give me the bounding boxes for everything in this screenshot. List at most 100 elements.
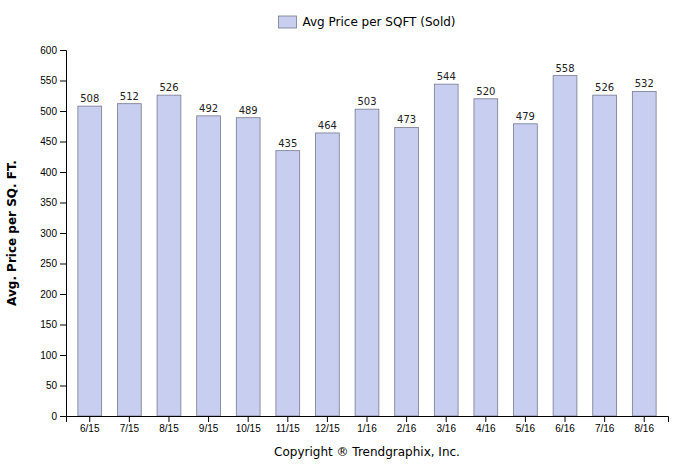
legend-item: Avg Price per SQFT (Sold) [278,15,455,29]
bar [78,106,102,416]
tick-mark [287,416,288,422]
data-label: 526 [159,82,178,93]
data-label: 464 [318,120,337,131]
tick-mark [367,416,368,422]
bar [316,133,340,416]
tick-mark [129,416,130,422]
y-axis-title: Avg. Price per SQ. FT. [5,160,19,306]
bar [553,76,577,416]
tick-mark [446,416,447,422]
tick: 10/15 [236,416,261,434]
legend-swatch [278,16,296,28]
tick: 6/15 [80,416,100,434]
tick-label: 4/16 [476,423,496,434]
tick-label: 100 [40,350,57,361]
bar [197,116,221,416]
tick-label: 3/16 [436,423,456,434]
data-label: 479 [516,111,535,122]
data-label: 532 [635,78,654,89]
tick: 6/16 [555,416,575,434]
tick: 2/16 [397,416,417,434]
tick-mark [168,416,169,422]
tick: 9/15 [199,416,219,434]
tick: 50 [46,380,66,391]
tick: 600 [40,45,66,56]
tick-mark [60,294,66,295]
x-axis: 6/15 7/15 8/15 9/15 10/15 11/15 12/15 1/16 2/16 3… [67,416,669,434]
tick: 550 [40,75,66,86]
tick: 100 [40,350,66,361]
bar [434,84,458,416]
data-labels: 5085125264924894354645034735445204795585… [80,63,654,149]
axis-line [67,417,669,423]
tick: 1/16 [357,416,377,434]
plot-area: 0501001502002503003504004505005506006/15… [40,45,668,434]
tick-mark [604,416,605,422]
tick-mark [485,416,486,422]
tick-mark [60,81,66,82]
tick-mark [60,142,66,143]
tick: 8/15 [159,416,179,434]
tick-label: 7/16 [595,423,615,434]
tick-label: 11/15 [276,423,301,434]
tick-label: 6/15 [80,423,100,434]
tick-label: 50 [46,380,58,391]
tick-label: 600 [40,45,57,56]
bar [117,104,141,416]
tick-mark [644,416,645,422]
data-label: 558 [555,63,574,74]
tick-label: 0 [51,411,57,422]
axis-line [60,51,67,417]
x-axis-title: Copyright ® Trendgraphix, Inc. [274,445,460,459]
tick-label: 550 [40,75,57,86]
bar [593,95,617,416]
tick-mark [60,172,66,173]
tick: 11/15 [276,416,301,434]
data-label: 512 [120,91,139,102]
data-label: 544 [437,71,456,82]
tick: 300 [40,228,66,239]
tick: 0 [51,411,66,422]
chart: 0501001502002503003504004505005506006/15… [0,0,688,468]
tick: 4/16 [476,416,496,434]
tick: 5/16 [516,416,536,434]
tick: 500 [40,106,66,117]
tick-mark [60,203,66,204]
legend-label: Avg Price per SQFT (Sold) [302,15,455,29]
tick-mark [406,416,407,422]
tick-label: 350 [40,197,57,208]
tick-mark [60,416,66,417]
bar [395,127,419,416]
tick-label: 1/16 [357,423,377,434]
tick-label: 7/15 [120,423,140,434]
tick: 200 [40,289,66,300]
tick-label: 400 [40,167,57,178]
tick: 12/15 [315,416,340,434]
tick-label: 8/15 [159,423,179,434]
bar [355,109,379,416]
data-label: 520 [476,86,495,97]
tick-mark [60,386,66,387]
legend: Avg Price per SQFT (Sold) [278,15,455,29]
bars [78,76,656,416]
bar [514,124,538,416]
tick-label: 250 [40,258,57,269]
tick-mark [525,416,526,422]
tick: 250 [40,258,66,269]
data-label: 503 [357,96,376,107]
tick-label: 10/15 [236,423,261,434]
tick-mark [60,111,66,112]
bar [236,118,260,416]
tick-mark [60,264,66,265]
tick-mark [565,416,566,422]
tick-mark [60,233,66,234]
tick: 3/16 [436,416,456,434]
tick-label: 300 [40,228,57,239]
tick-label: 2/16 [397,423,417,434]
tick-mark [60,50,66,51]
tick-label: 150 [40,319,57,330]
tick-mark [327,416,328,422]
data-label: 473 [397,114,416,125]
tick-mark [248,416,249,422]
tick-label: 12/15 [315,423,340,434]
